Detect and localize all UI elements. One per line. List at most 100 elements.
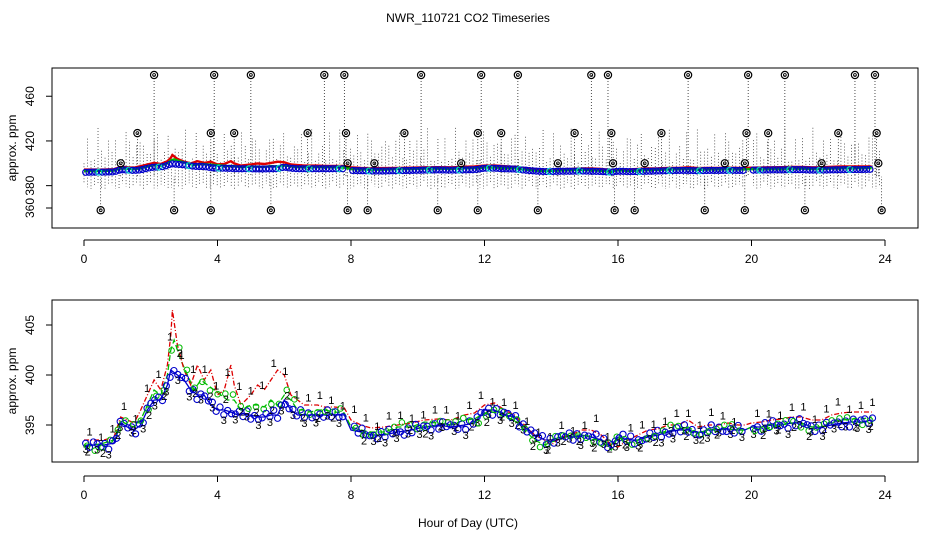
series-1-label: 1 (167, 332, 173, 344)
top-series-3-marker (866, 165, 874, 173)
outlier-marker-center (612, 208, 617, 213)
series-3-marker (523, 428, 531, 436)
top-series-3-marker (672, 166, 681, 175)
series-3-marker (431, 420, 439, 428)
top-series-3-marker (549, 167, 557, 176)
series-2-marker (191, 384, 198, 392)
series-1-label: 1 (869, 397, 875, 409)
x-tick-label: 0 (81, 488, 88, 502)
top-series-3-marker (272, 165, 280, 173)
series-2-label: 2 (315, 413, 321, 425)
series-1-label: 1 (133, 414, 139, 426)
series-2-label: 2 (422, 428, 428, 440)
series-3-marker (669, 429, 677, 437)
outlier-marker-center (556, 161, 560, 166)
series-2-label: 2 (852, 421, 858, 433)
series-3-label: 3 (336, 418, 342, 430)
top-series-3-marker (525, 166, 534, 175)
series-3-marker (688, 425, 696, 434)
top-series-3-marker (736, 166, 744, 175)
top-series-3-marker (162, 162, 170, 170)
series-3-marker (461, 425, 470, 434)
series-3-label: 3 (324, 410, 330, 422)
series-3-marker (101, 439, 109, 448)
series-2-label: 2 (146, 410, 152, 422)
top-series-3-marker (152, 163, 160, 171)
series-3-label: 3 (313, 417, 319, 429)
top-series-3-marker (859, 165, 867, 174)
top-series-3-marker (319, 165, 327, 173)
outlier-marker-center (642, 161, 647, 166)
x-tick-label: 8 (348, 252, 355, 266)
series-3-label: 3 (566, 433, 572, 445)
series-3-marker (201, 392, 209, 400)
top-series-3-marker (833, 166, 841, 174)
top-series-3-marker (128, 166, 136, 174)
series-1-label: 1 (605, 432, 611, 444)
top-series-3-marker (142, 165, 150, 173)
series-3-marker (442, 422, 451, 431)
series-3-label: 3 (716, 428, 722, 440)
series-2-marker (291, 396, 298, 403)
top-series-3-marker (315, 165, 323, 173)
top-series-3-marker (405, 166, 414, 175)
top-series-3-marker (609, 168, 617, 176)
series-3-label: 3 (232, 415, 238, 427)
series-3-marker (139, 419, 147, 427)
outlier-marker (570, 128, 579, 138)
top-series-3-marker (505, 165, 514, 173)
top-series-3-marker (846, 165, 854, 174)
top-series-3-marker (756, 166, 764, 174)
outlier-marker-center (365, 208, 370, 213)
top-series-3-marker (552, 167, 560, 175)
series-3-marker (105, 445, 113, 453)
series-2-marker (321, 408, 329, 416)
top-series-3-marker (265, 165, 273, 173)
series-2-marker (767, 423, 774, 431)
outlier-marker (206, 128, 216, 138)
top-series-3-marker (649, 167, 657, 175)
top-series-3-marker (612, 167, 620, 176)
top-series-3-marker (616, 167, 624, 175)
top-series-3-marker (432, 166, 440, 174)
y-tick-label: 360 (23, 198, 37, 218)
outlier-marker-center (269, 208, 273, 213)
series-3-label: 3 (750, 429, 756, 441)
top-series-3-marker (339, 165, 347, 173)
top-series-3-marker (252, 165, 260, 173)
top-series-3-marker (92, 168, 100, 176)
top-series-3-marker (125, 166, 133, 174)
top-series-3-marker (215, 164, 223, 172)
top-series-3-marker (722, 166, 731, 174)
series-2-marker (252, 403, 260, 411)
outlier-marker-center (305, 131, 310, 135)
series-2-marker (314, 409, 321, 416)
series-3-label: 3 (601, 439, 607, 451)
top-series-3-marker (122, 166, 130, 174)
top-series-3-marker (519, 166, 527, 174)
series-3-marker (757, 427, 765, 435)
series-3-marker (458, 420, 466, 428)
series-2-marker (145, 406, 152, 413)
series-2-label: 2 (207, 391, 213, 403)
outlier-marker-center (344, 131, 348, 135)
outlier-marker (780, 70, 790, 80)
top-series-3-marker (622, 167, 630, 176)
series-1-label: 1 (466, 400, 472, 412)
outlier-marker-center (419, 73, 423, 77)
series-3-marker (769, 417, 777, 425)
outlier-marker (209, 70, 219, 80)
outlier-marker (341, 128, 351, 138)
outlier-marker-center (152, 73, 156, 77)
outlier-marker (169, 206, 179, 215)
top-series-3-marker (576, 167, 584, 175)
top-series-3-marker (582, 167, 590, 175)
top-series-3-marker (586, 167, 594, 175)
series-3-marker (692, 430, 700, 439)
outlier-marker (640, 159, 649, 168)
series-3-label: 3 (773, 426, 779, 438)
top-series-3-marker (369, 167, 377, 175)
top-series-3-marker (809, 166, 817, 174)
outlier-marker-center (536, 208, 540, 213)
top-series-3-marker (589, 167, 597, 175)
